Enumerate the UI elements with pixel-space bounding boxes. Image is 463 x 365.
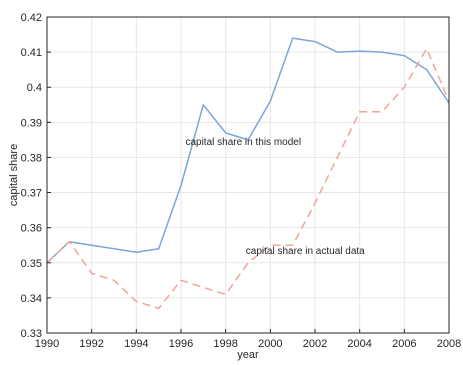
y-tick-label: 0.34 — [21, 293, 42, 305]
x-tick-label: 1998 — [213, 338, 237, 350]
annotations: capital share in this model capital share… — [185, 137, 365, 257]
x-tick-label: 1994 — [124, 338, 148, 350]
x-tick-label: 2000 — [258, 338, 282, 350]
y-tick-label: 0.36 — [21, 223, 42, 235]
x-tick-label: 1992 — [79, 338, 103, 350]
x-axis-label: year — [237, 349, 259, 361]
y-tick-label: 0.4 — [27, 82, 42, 94]
x-tick-label: 2002 — [303, 338, 327, 350]
series-line-1 — [46, 37, 450, 264]
y-tick-label: 0.33 — [21, 328, 42, 340]
series-line-2 — [46, 47, 450, 310]
series-group — [46, 37, 450, 310]
x-tick-label: 2004 — [347, 338, 371, 350]
y-axis-label: capital share — [8, 144, 20, 206]
annotation-label: capital share in this model — [185, 137, 301, 148]
annotation-label: capital share in actual data — [246, 246, 365, 257]
y-tick-label: 0.38 — [21, 152, 42, 164]
plot-frame — [46, 16, 450, 334]
x-tick-label: 2008 — [437, 338, 461, 350]
y-tick-label: 0.39 — [21, 117, 42, 129]
y-tick-label: 0.41 — [21, 47, 42, 59]
x-tick-label: 1996 — [169, 338, 193, 350]
x-tick-label: 2006 — [392, 338, 416, 350]
y-tick-label: 0.42 — [21, 12, 42, 24]
ticks: 1990 1992 1994 1996 1998 2000 2002 2004 2006 2008… — [21, 12, 462, 350]
y-tick-label: 0.35 — [21, 258, 42, 270]
y-tick-label: 0.37 — [21, 188, 42, 200]
x-tick-label: 1990 — [35, 338, 59, 350]
